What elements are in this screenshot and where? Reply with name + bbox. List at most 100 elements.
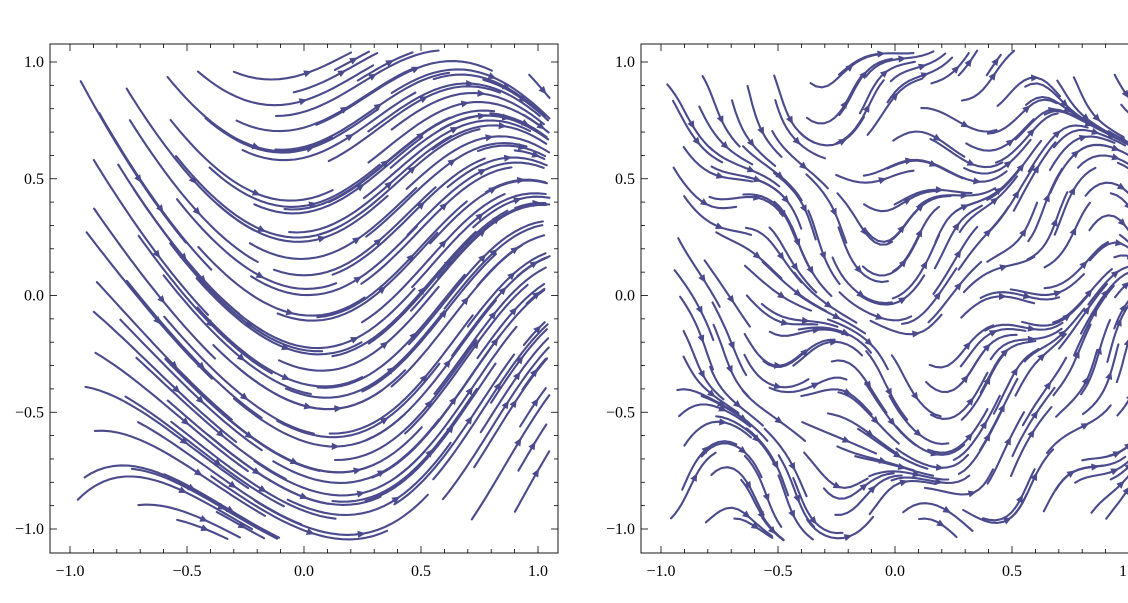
arrowhead	[416, 132, 425, 141]
streamline	[328, 314, 474, 435]
arrowhead	[237, 521, 247, 529]
streamline	[1011, 386, 1056, 458]
arrowhead	[966, 159, 976, 166]
arrowhead	[255, 271, 265, 279]
arrowhead	[1022, 292, 1032, 300]
arrowhead	[998, 292, 1007, 301]
streamline	[404, 283, 529, 435]
streamline	[986, 98, 1058, 135]
arrowhead	[877, 50, 886, 58]
streamline	[895, 425, 966, 456]
streamline	[479, 337, 550, 434]
streamline	[1090, 475, 1128, 514]
arrowhead	[1027, 324, 1037, 332]
streamline	[864, 50, 935, 78]
arrowhead	[885, 387, 892, 397]
streamline	[137, 503, 241, 539]
y-tick-label: −1.0	[15, 521, 44, 538]
arrowhead	[411, 66, 420, 74]
arrowhead	[744, 480, 752, 490]
streamline	[333, 339, 478, 462]
streamline	[1021, 356, 1068, 427]
streamline	[837, 226, 889, 284]
arrowhead	[298, 98, 308, 106]
arrowhead	[516, 176, 526, 184]
streamline	[1105, 487, 1128, 520]
streamline	[95, 281, 233, 421]
streamline	[1014, 333, 1067, 397]
streamline	[274, 49, 440, 118]
arrowhead	[352, 237, 361, 245]
streamline	[892, 205, 941, 273]
arrowhead	[1068, 186, 1076, 196]
arrowhead	[951, 65, 960, 74]
arrowhead	[178, 486, 188, 493]
arrowhead	[920, 72, 930, 80]
streamline	[490, 328, 548, 404]
arrowhead	[893, 450, 902, 458]
arrowhead	[200, 524, 210, 532]
streamline	[76, 475, 254, 531]
arrowhead	[697, 334, 705, 344]
arrowhead	[379, 417, 389, 425]
arrowhead	[528, 441, 536, 451]
streamline	[838, 52, 915, 76]
streamline	[865, 350, 909, 421]
arrowhead	[1110, 270, 1120, 279]
arrowhead	[487, 72, 497, 79]
streamline	[682, 145, 754, 183]
arrowhead	[334, 405, 343, 413]
arrowhead	[373, 103, 383, 111]
streamline	[437, 202, 551, 280]
arrowhead	[1062, 313, 1072, 322]
arrowhead	[503, 154, 513, 162]
arrowhead	[443, 359, 451, 368]
streamline	[393, 353, 516, 506]
streamline	[929, 371, 989, 420]
streamline	[744, 175, 803, 230]
streamline	[482, 78, 550, 122]
arrowhead	[913, 428, 922, 437]
arrowhead	[353, 467, 362, 475]
arrowhead	[1003, 160, 1013, 169]
streamline	[703, 259, 751, 328]
arrowhead	[990, 197, 999, 206]
arrowhead	[762, 493, 770, 503]
streamline	[1080, 143, 1128, 156]
streamline	[772, 172, 817, 241]
streamline	[286, 441, 452, 517]
arrowhead	[800, 348, 809, 357]
streamline	[773, 74, 815, 144]
streamline	[1072, 76, 1125, 139]
arrowhead	[520, 119, 530, 126]
streamline	[805, 75, 863, 125]
streamline	[1043, 201, 1091, 269]
arrowhead	[465, 386, 473, 396]
streamline	[962, 255, 1036, 294]
arrowhead	[1012, 190, 1020, 199]
arrowhead	[701, 445, 710, 454]
arrowhead	[773, 382, 783, 390]
streamline	[241, 91, 417, 162]
streamline	[235, 67, 414, 133]
arrowhead	[281, 373, 291, 380]
arrowhead	[878, 177, 887, 185]
streamline	[890, 354, 942, 418]
streamline	[446, 156, 548, 189]
arrowhead	[460, 100, 470, 108]
arrowhead	[1002, 517, 1012, 525]
arrowhead	[419, 96, 429, 104]
streamline	[1027, 124, 1089, 173]
streamline	[992, 347, 1040, 415]
streamline	[925, 350, 985, 393]
streamline	[838, 291, 913, 322]
arrowhead	[475, 212, 484, 221]
streamline	[204, 108, 380, 154]
streamline	[411, 192, 547, 289]
streamline	[1074, 460, 1128, 484]
arrowhead	[353, 276, 363, 284]
streamline	[774, 99, 827, 160]
arrowhead	[819, 251, 826, 261]
stream-plot-left: −1.0 −0.5 0.0 0.5 1.0 −1.0 −0.5 0.0 0.5 1.0	[15, 43, 559, 580]
